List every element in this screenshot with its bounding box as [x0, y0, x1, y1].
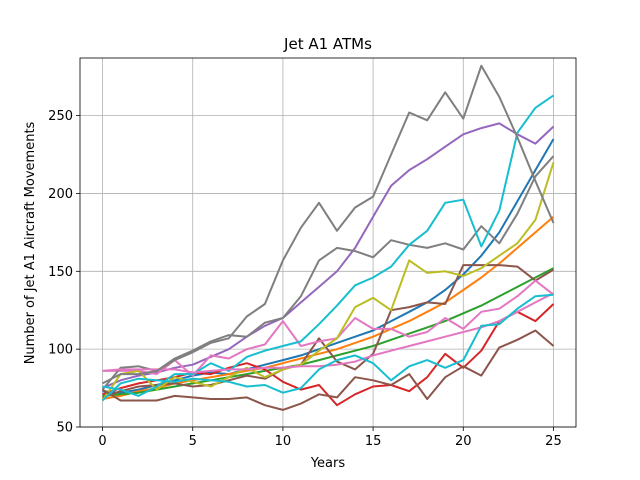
y-tick-label: 100 — [48, 343, 73, 358]
y-tick-label: 150 — [48, 265, 73, 280]
series-line-5 — [102, 122, 555, 390]
series-line-12 — [102, 64, 555, 385]
plot-frame — [79, 57, 577, 428]
y-tick-label: 250 — [48, 109, 73, 124]
y-axis-title: Number of Jet A1 Aircraft Movements — [23, 121, 38, 364]
series-line-9 — [101, 162, 555, 402]
y-tick-label: 200 — [48, 187, 73, 202]
x-tick-label: 5 — [189, 434, 197, 449]
series-layer — [101, 64, 555, 411]
x-tick-label: 15 — [365, 434, 382, 449]
x-axis-title: Years — [310, 456, 346, 471]
series-line-7 — [102, 279, 555, 377]
series-line-8 — [101, 155, 555, 391]
y-tick-label: 50 — [56, 421, 73, 436]
series-line-6 — [102, 264, 555, 399]
x-tick-label: 10 — [275, 434, 292, 449]
x-tick-label: 25 — [545, 434, 562, 449]
chart-title: Jet A1 ATMs — [283, 35, 372, 53]
x-axis: 0 5 10 15 20 25 — [98, 427, 562, 449]
y-axis: 50 100 150 200 250 — [48, 109, 80, 436]
series-line-14 — [101, 293, 554, 402]
series-line-3 — [102, 267, 554, 397]
series-line-1 — [102, 138, 555, 394]
x-tick-label: 20 — [455, 434, 472, 449]
x-tick-label: 0 — [98, 434, 106, 449]
series-line-13 — [101, 329, 555, 411]
series-line-10 — [102, 94, 555, 397]
